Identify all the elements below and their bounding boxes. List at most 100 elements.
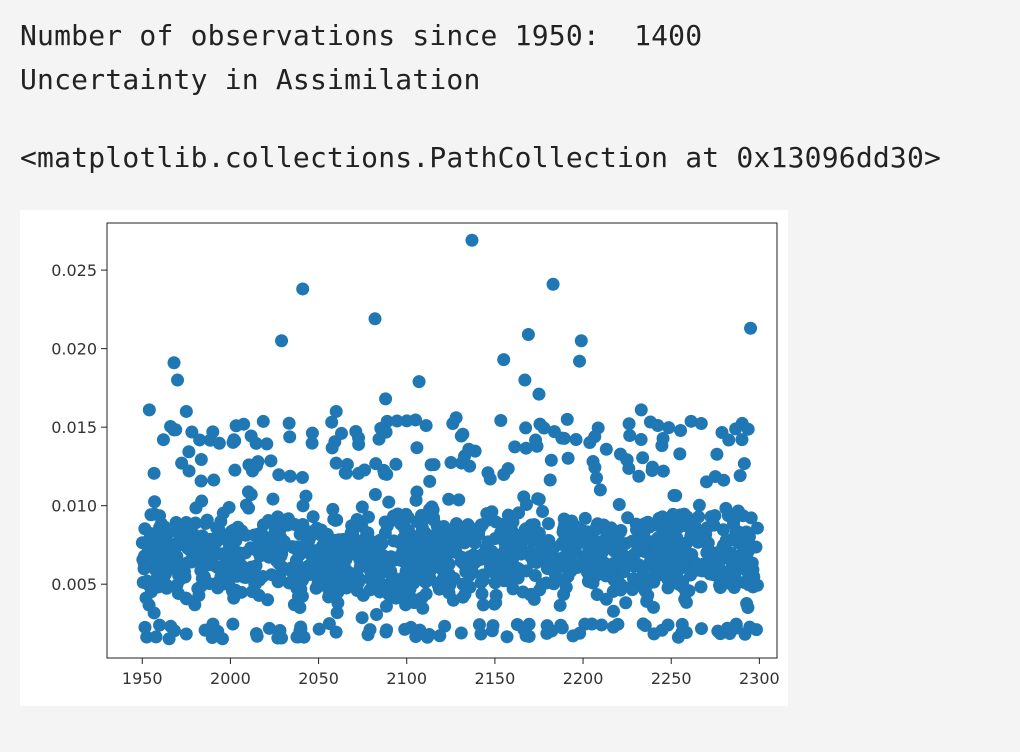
output-spacer bbox=[20, 102, 1010, 136]
scatter-point bbox=[744, 511, 758, 525]
scatter-point bbox=[264, 568, 278, 582]
x-tick-label: 2150 bbox=[475, 669, 516, 688]
scatter-point bbox=[645, 464, 659, 478]
scatter-point bbox=[261, 533, 275, 547]
scatter-point bbox=[612, 497, 626, 511]
scatter-point bbox=[407, 596, 421, 610]
scatter-point bbox=[229, 419, 243, 433]
scatter-point bbox=[662, 421, 676, 435]
scatter-point bbox=[607, 556, 621, 570]
scatter-point bbox=[467, 522, 481, 536]
scatter-point bbox=[171, 373, 185, 387]
scatter-point bbox=[656, 431, 670, 445]
x-tick-label: 1950 bbox=[122, 669, 163, 688]
scatter-point bbox=[463, 459, 477, 473]
scatter-point bbox=[675, 575, 689, 589]
scatter-point bbox=[546, 277, 560, 291]
scatter-point bbox=[264, 454, 278, 468]
scatter-point bbox=[750, 521, 764, 535]
x-tick-label: 2100 bbox=[386, 669, 427, 688]
scatter-point bbox=[149, 630, 163, 644]
scatter-point bbox=[472, 618, 486, 632]
scatter-point bbox=[438, 619, 452, 633]
scatter-point bbox=[419, 419, 433, 433]
scatter-point bbox=[652, 563, 666, 577]
scatter-point bbox=[699, 475, 713, 489]
scatter-point bbox=[233, 546, 247, 560]
scatter-point bbox=[674, 423, 688, 437]
scatter-point bbox=[363, 583, 377, 597]
scatter-point bbox=[355, 500, 369, 514]
scatter-point bbox=[394, 517, 408, 531]
scatter-point bbox=[422, 627, 436, 641]
scatter-point bbox=[228, 463, 242, 477]
scatter-point bbox=[449, 411, 463, 425]
scatter-point bbox=[296, 282, 310, 296]
scatter-point bbox=[140, 630, 154, 644]
scatter-point bbox=[646, 600, 660, 614]
scatter-point bbox=[517, 622, 531, 636]
scatter-point bbox=[437, 573, 451, 587]
scatter-point bbox=[713, 581, 727, 595]
scatter-point bbox=[694, 417, 708, 431]
scatter-point bbox=[675, 626, 689, 640]
scatter-point bbox=[325, 415, 339, 429]
scatter-point bbox=[566, 546, 580, 560]
x-tick-label: 2200 bbox=[563, 669, 604, 688]
scatter-point bbox=[318, 550, 332, 564]
scatter-point bbox=[583, 436, 597, 450]
scatter-point bbox=[506, 543, 520, 557]
scatter-point bbox=[708, 509, 722, 523]
scatter-point bbox=[212, 436, 226, 450]
scatter-point bbox=[694, 580, 708, 594]
scatter-point bbox=[645, 572, 659, 586]
scatter-point bbox=[311, 576, 325, 590]
scatter-point bbox=[364, 564, 378, 578]
scatter-point bbox=[419, 587, 433, 601]
scatter-point bbox=[296, 499, 310, 513]
scatter-point bbox=[725, 556, 739, 570]
scatter-point bbox=[374, 578, 388, 592]
scatter-point bbox=[182, 445, 196, 459]
scatter-point bbox=[559, 580, 573, 594]
scatter-point bbox=[440, 535, 454, 549]
scatter-point bbox=[203, 538, 217, 552]
scatter-point bbox=[156, 433, 170, 447]
scatter-point bbox=[733, 469, 747, 483]
scatter-point bbox=[247, 528, 261, 542]
scatter-point bbox=[218, 557, 232, 571]
scatter-point bbox=[150, 539, 164, 553]
scatter-point bbox=[256, 414, 270, 428]
scatter-point bbox=[489, 588, 503, 602]
scatter-point bbox=[355, 611, 369, 625]
scatter-point bbox=[598, 567, 612, 581]
scatter-point bbox=[206, 558, 220, 572]
scatter-point bbox=[222, 500, 236, 514]
scatter-point bbox=[629, 517, 643, 531]
observation-count-line: Number of observations since 1950: 1400 bbox=[20, 19, 703, 52]
scatter-point bbox=[449, 546, 463, 560]
scatter-point bbox=[494, 413, 508, 427]
scatter-point bbox=[335, 426, 348, 440]
scatter-point bbox=[226, 617, 240, 631]
scatter-point bbox=[573, 626, 587, 640]
scatter-point bbox=[206, 425, 220, 439]
scatter-point bbox=[385, 568, 399, 582]
scatter-point bbox=[571, 560, 585, 574]
scatter-point bbox=[211, 575, 225, 589]
scatter-point bbox=[497, 353, 511, 367]
scatter-point bbox=[710, 447, 724, 461]
scatter-point bbox=[283, 469, 297, 483]
scatter-point bbox=[414, 527, 428, 541]
scatter-point bbox=[684, 529, 698, 543]
scatter-point bbox=[659, 528, 673, 542]
scatter-point bbox=[180, 556, 194, 570]
scatter-point bbox=[326, 502, 340, 516]
scatter-point bbox=[162, 632, 176, 646]
scatter-point bbox=[485, 624, 499, 638]
scatter-point bbox=[543, 473, 557, 487]
scatter-point bbox=[155, 576, 169, 590]
scatter-point bbox=[652, 511, 666, 525]
scatter-point bbox=[222, 539, 236, 553]
scatter-point bbox=[357, 533, 371, 547]
